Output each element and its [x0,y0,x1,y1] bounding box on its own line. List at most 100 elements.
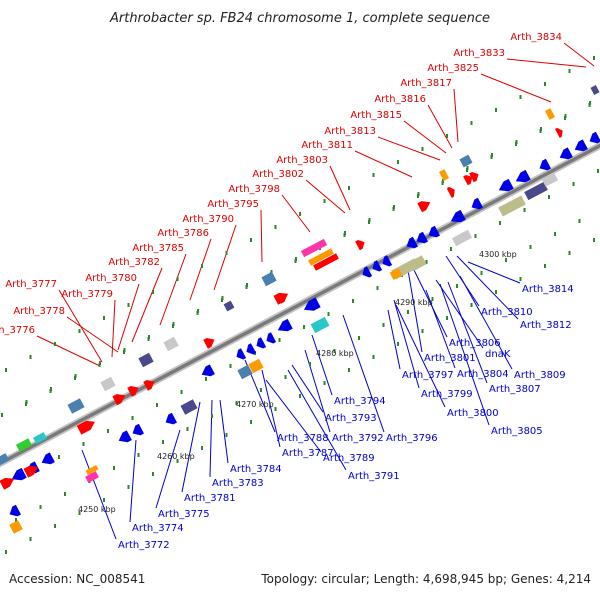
tick-mark [446,316,448,320]
gene-label-arth_3800: Arth_3800 [447,408,499,419]
gene-label-arth_3802: Arth_3802 [252,169,304,180]
gene-label-arth_3813: Arth_3813 [324,126,376,137]
gene-label-arth_3783: Arth_3783 [212,478,264,489]
gene-arrow [372,260,383,272]
tick-mark [519,95,522,99]
gene-label-arth_3805: Arth_3805 [491,426,543,437]
tick-mark [74,376,76,380]
gene-box [67,398,85,414]
gene-label-arth_3797: Arth_3797 [402,370,454,381]
tick-mark [397,160,399,164]
tick-mark [352,299,354,303]
tick-mark [278,338,281,342]
gene-arrow [165,412,177,425]
gene-box [237,364,253,380]
tick-mark [446,134,448,138]
gene-arrow [382,255,393,267]
leader-line [305,179,346,214]
tick-mark [113,466,115,470]
leader-line [354,150,413,178]
leader-line [393,299,420,389]
gene-arrow [450,209,466,223]
tick-mark [58,455,60,459]
leader-line [435,279,484,349]
gene-box [498,195,526,217]
gene-box [313,253,339,271]
gene-arrow [0,477,15,490]
tick-mark [490,155,493,159]
leader-line [342,314,385,433]
gene-box [33,432,47,444]
gene-box [0,453,10,465]
leader-line [36,335,101,367]
tick-mark [425,260,428,264]
tick-mark [152,472,154,476]
gene-arrow [417,201,431,213]
tick-mark [593,56,595,60]
position-ticks [1,56,599,554]
tick-mark [29,537,32,541]
tick-mark [260,388,262,392]
gene-label-arth_3833: Arth_3833 [453,48,505,59]
tick-mark [523,208,526,212]
tick-mark [572,182,575,186]
tick-mark [294,259,297,263]
tick-mark [229,364,232,368]
gene-arrow [589,131,600,144]
gene-box [248,358,264,374]
gene-label-arth_3814: Arth_3814 [522,284,574,295]
gene-arrow [76,420,95,435]
tick-mark [382,323,385,327]
tick-mark [1,413,3,417]
gene-arrow [447,187,455,198]
leader-line [480,73,552,103]
gene-label-arth_3803: Arth_3803 [276,155,328,166]
tick-mark [597,169,599,173]
tick-mark [421,147,424,151]
tick-mark [397,342,399,346]
kbp-marker-label: 4280 kbp [316,349,354,358]
leader-line [425,289,456,369]
gene-arrow [515,169,531,183]
tick-mark [196,311,199,315]
leader-line [427,104,453,149]
leader-line [311,334,333,396]
gene-box [9,520,23,534]
gene-label-arth_3801: Arth_3801 [424,353,476,364]
tick-mark [568,251,571,255]
gene-label-arth_3775: Arth_3775 [158,509,210,520]
gene-arrow [303,297,321,311]
gene-arrow [112,394,126,406]
tick-mark [474,234,477,238]
gene-box [308,248,334,266]
gene-arrow [203,338,215,349]
leader-line [403,120,447,154]
gene-arrow [118,430,132,443]
gene-label-arth_3810: Arth_3810 [481,307,533,318]
gene-arrow [406,236,418,249]
leader-line [447,281,488,384]
leader-line [131,267,163,343]
gene-label-arth_3792: Arth_3792 [332,433,384,444]
gene-arrow [256,337,267,349]
gene-arrow [416,231,428,244]
tick-mark [303,325,305,329]
kbp-marker-label: 4300 kbp [479,250,517,259]
gene-arrow [11,467,27,481]
gene-label-arth_3817: Arth_3817 [400,78,452,89]
gene-box [261,271,277,287]
tick-mark [407,310,409,314]
tick-mark [225,433,228,437]
tick-mark [470,303,473,307]
gene-box [223,300,235,312]
gene-label-arth_3788: Arth_3788 [277,433,329,444]
tick-mark [544,82,546,86]
gene-arrow [276,293,288,304]
tick-mark [176,459,179,463]
gene-arrow [236,348,247,360]
tick-mark [15,518,17,522]
gene-box [85,471,99,483]
gene-label-arth_3815: Arth_3815 [350,110,402,121]
gene-arrow [132,423,144,436]
